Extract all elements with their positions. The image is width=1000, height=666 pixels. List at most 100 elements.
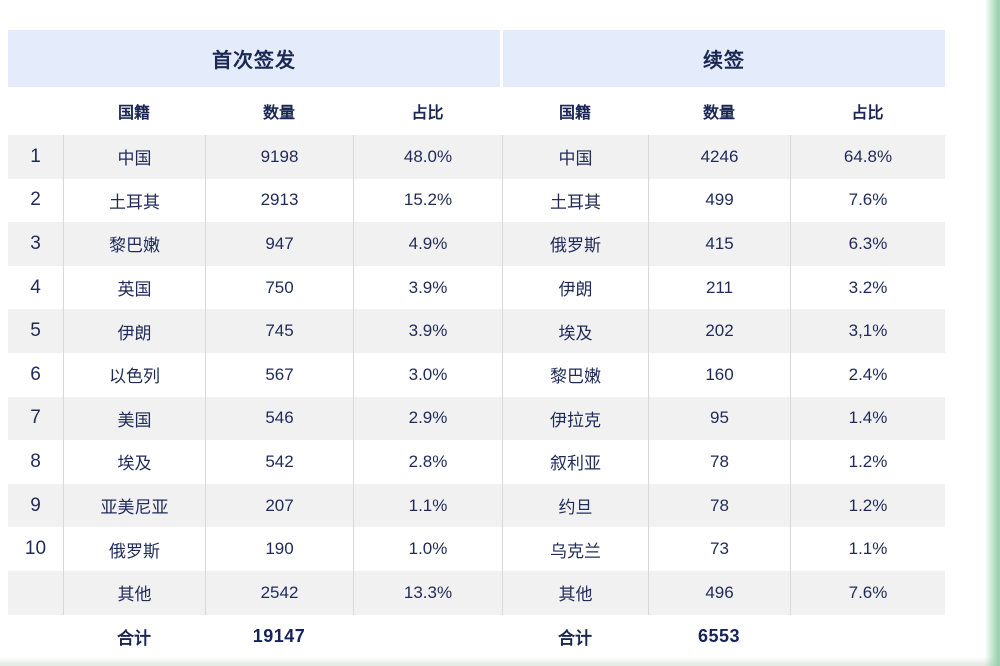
table-row: 5 伊朗 745 3.9% 埃及 202 3,1% xyxy=(8,309,945,353)
column-header-row: 国籍 数量 占比 国籍 数量 占比 xyxy=(8,87,945,135)
share-cell: 7.6% xyxy=(790,570,945,615)
count-cell: 160 xyxy=(648,352,790,397)
page-right-edge xyxy=(985,0,1000,666)
left-total-share-cell xyxy=(353,615,502,658)
table-header-bands: 首次签发 续签 xyxy=(8,30,945,87)
country-cell: 埃及 xyxy=(502,309,648,353)
country-cell: 英国 xyxy=(63,265,205,310)
table-row: 1 中国 9198 48.0% 中国 4246 64.8% xyxy=(8,135,945,179)
rank-column-header xyxy=(8,87,63,135)
count-cell: 73 xyxy=(648,527,790,571)
count-cell: 415 xyxy=(648,222,790,266)
count-cell: 78 xyxy=(648,440,790,484)
count-cell: 567 xyxy=(205,352,353,397)
country-cell: 叙利亚 xyxy=(502,440,648,484)
share-cell: 3.0% xyxy=(353,352,502,397)
count-cell: 496 xyxy=(648,570,790,615)
share-cell: 15.2% xyxy=(353,178,502,223)
rank-cell: 10 xyxy=(24,538,47,560)
share-cell: 48.0% xyxy=(353,135,502,179)
right-total-count: 6553 xyxy=(697,625,741,646)
rank-cell: 2 xyxy=(30,189,41,211)
count-cell: 2542 xyxy=(205,570,353,615)
share-cell: 3.9% xyxy=(353,265,502,310)
count-cell: 546 xyxy=(205,396,353,441)
country-cell: 美国 xyxy=(63,396,205,441)
count-cell: 78 xyxy=(648,483,790,528)
total-row: 合计 19147 合计 6553 xyxy=(8,614,945,658)
share-cell: 3,1% xyxy=(790,309,945,353)
country-cell: 俄罗斯 xyxy=(63,527,205,571)
right-share-column-header: 占比 xyxy=(851,105,884,122)
share-cell: 7.6% xyxy=(790,178,945,223)
table-body: 1 中国 9198 48.0% 中国 4246 64.8% 2 土耳其 2913 15.2% 土耳其 4… xyxy=(8,135,945,615)
rank-cell: 3 xyxy=(30,232,41,254)
right-total-label: 合计 xyxy=(558,628,592,648)
share-cell: 2.9% xyxy=(353,396,502,441)
band-divider xyxy=(500,30,503,87)
share-cell: 3.2% xyxy=(790,265,945,310)
count-cell: 202 xyxy=(648,309,790,353)
count-cell: 211 xyxy=(648,265,790,310)
left-count-column-header: 数量 xyxy=(262,105,295,122)
country-cell: 以色列 xyxy=(63,352,205,397)
rank-cell: 7 xyxy=(30,407,41,429)
share-cell: 1.2% xyxy=(790,440,945,484)
share-cell: 2.8% xyxy=(353,440,502,484)
table-row: 3 黎巴嫩 947 4.9% 俄罗斯 415 6.3% xyxy=(8,222,945,266)
rank-cell: 4 xyxy=(30,276,41,298)
share-cell: 2.4% xyxy=(790,352,945,397)
count-cell: 542 xyxy=(205,440,353,484)
right-count-column-header: 数量 xyxy=(702,105,735,122)
rank-cell: 8 xyxy=(30,450,41,472)
country-cell: 黎巴嫩 xyxy=(63,222,205,266)
country-cell: 黎巴嫩 xyxy=(502,352,648,397)
country-cell: 其他 xyxy=(502,570,648,615)
table-row: 2 土耳其 2913 15.2% 土耳其 499 7.6% xyxy=(8,178,945,223)
right-total-share-cell xyxy=(790,615,945,658)
renewal-title: 续签 xyxy=(703,50,745,72)
share-cell: 64.8% xyxy=(790,135,945,179)
right-country-column-header: 国籍 xyxy=(558,105,591,122)
visa-statistics-table: 首次签发 续签 国籍 数量 占比 国籍 数量 占比 1 中国 9198 48.0% 中国… xyxy=(8,30,945,658)
total-rank-cell xyxy=(8,615,63,658)
country-cell: 中国 xyxy=(63,135,205,179)
country-cell: 约旦 xyxy=(502,483,648,528)
share-cell: 4.9% xyxy=(353,222,502,266)
share-cell: 1.4% xyxy=(790,396,945,441)
share-cell: 1.1% xyxy=(353,483,502,528)
count-cell: 9198 xyxy=(205,135,353,179)
country-cell: 俄罗斯 xyxy=(502,222,648,266)
count-cell: 207 xyxy=(205,483,353,528)
rank-cell xyxy=(8,571,63,615)
count-cell: 947 xyxy=(205,222,353,266)
left-share-column-header: 占比 xyxy=(411,105,444,122)
table-row: 7 美国 546 2.9% 伊拉克 95 1.4% xyxy=(8,396,945,441)
rank-cell: 9 xyxy=(30,494,41,516)
share-cell: 6.3% xyxy=(790,222,945,266)
first-issuance-title: 首次签发 xyxy=(212,50,296,72)
country-cell: 土耳其 xyxy=(502,178,648,223)
count-cell: 745 xyxy=(205,309,353,353)
country-cell: 土耳其 xyxy=(63,178,205,223)
share-cell: 13.3% xyxy=(353,570,502,615)
country-cell: 其他 xyxy=(63,570,205,615)
country-cell: 伊朗 xyxy=(63,309,205,353)
country-cell: 埃及 xyxy=(63,440,205,484)
table-row: 6 以色列 567 3.0% 黎巴嫩 160 2.4% xyxy=(8,352,945,397)
share-cell: 1.2% xyxy=(790,483,945,528)
country-cell: 伊拉克 xyxy=(502,396,648,441)
share-cell: 1.0% xyxy=(353,527,502,571)
table-row: 其他 2542 13.3% 其他 496 7.6% xyxy=(8,570,945,615)
country-cell: 中国 xyxy=(502,135,648,179)
left-total-count: 19147 xyxy=(252,625,306,646)
share-cell: 1.1% xyxy=(790,527,945,571)
table-row: 9 亚美尼亚 207 1.1% 约旦 78 1.2% xyxy=(8,483,945,528)
count-cell: 750 xyxy=(205,265,353,310)
left-country-column-header: 国籍 xyxy=(117,105,150,122)
first-issuance-header: 首次签发 xyxy=(8,30,500,87)
table-row: 4 英国 750 3.9% 伊朗 211 3.2% xyxy=(8,265,945,310)
rank-cell: 5 xyxy=(30,320,41,342)
share-cell: 3.9% xyxy=(353,309,502,353)
country-cell: 乌克兰 xyxy=(502,527,648,571)
